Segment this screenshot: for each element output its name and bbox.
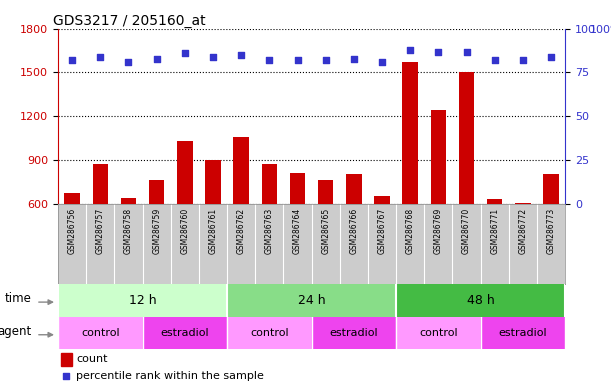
Text: GSM286770: GSM286770 bbox=[462, 208, 471, 254]
Text: control: control bbox=[81, 328, 120, 338]
Bar bbox=[121, 199, 136, 204]
Y-axis label: 100%: 100% bbox=[590, 25, 611, 35]
Text: GSM286761: GSM286761 bbox=[208, 208, 218, 254]
Bar bbox=[227, 317, 312, 349]
Point bbox=[405, 47, 415, 53]
Bar bbox=[543, 174, 559, 204]
Text: GSM286757: GSM286757 bbox=[96, 208, 105, 254]
Point bbox=[236, 52, 246, 58]
Bar bbox=[290, 173, 306, 204]
Point bbox=[67, 57, 77, 63]
Point bbox=[293, 57, 302, 63]
Bar bbox=[375, 195, 390, 204]
Text: GSM286765: GSM286765 bbox=[321, 208, 330, 254]
Bar bbox=[205, 160, 221, 204]
Bar bbox=[481, 317, 565, 349]
Text: GSM286756: GSM286756 bbox=[68, 208, 76, 254]
Bar bbox=[233, 137, 249, 204]
Point bbox=[381, 295, 390, 301]
Text: 24 h: 24 h bbox=[298, 294, 326, 307]
Point bbox=[265, 57, 274, 63]
Bar bbox=[431, 110, 446, 204]
Point bbox=[546, 54, 556, 60]
Text: GSM286768: GSM286768 bbox=[406, 208, 415, 254]
Point bbox=[434, 48, 444, 55]
Text: GSM286764: GSM286764 bbox=[293, 208, 302, 254]
Bar bbox=[177, 141, 192, 204]
Text: time: time bbox=[5, 292, 32, 305]
Point bbox=[518, 57, 528, 63]
Text: GSM286758: GSM286758 bbox=[124, 208, 133, 254]
Point bbox=[208, 54, 218, 60]
Text: estradiol: estradiol bbox=[499, 328, 547, 338]
Bar bbox=[142, 317, 227, 349]
Text: GSM286763: GSM286763 bbox=[265, 208, 274, 254]
Bar bbox=[403, 62, 418, 204]
Text: GSM286767: GSM286767 bbox=[378, 208, 387, 254]
Bar bbox=[396, 284, 565, 317]
Bar bbox=[64, 193, 80, 204]
Bar bbox=[515, 203, 531, 204]
Bar bbox=[60, 353, 71, 366]
Bar bbox=[58, 284, 227, 317]
Text: GSM286759: GSM286759 bbox=[152, 208, 161, 254]
Text: GSM286762: GSM286762 bbox=[236, 208, 246, 254]
Bar bbox=[92, 164, 108, 204]
Point bbox=[462, 48, 472, 55]
Text: GDS3217 / 205160_at: GDS3217 / 205160_at bbox=[53, 14, 205, 28]
Bar bbox=[487, 199, 502, 204]
Bar bbox=[396, 317, 481, 349]
Bar bbox=[227, 284, 396, 317]
Point bbox=[377, 59, 387, 65]
Bar bbox=[459, 73, 474, 204]
Bar bbox=[318, 180, 334, 204]
Point bbox=[123, 59, 133, 65]
Point bbox=[95, 54, 105, 60]
Bar bbox=[346, 174, 362, 204]
Point bbox=[490, 57, 500, 63]
Text: 48 h: 48 h bbox=[467, 294, 494, 307]
Point bbox=[321, 57, 331, 63]
Bar bbox=[262, 164, 277, 204]
Text: percentile rank within the sample: percentile rank within the sample bbox=[76, 371, 264, 381]
Text: GSM286769: GSM286769 bbox=[434, 208, 443, 254]
Bar bbox=[58, 317, 142, 349]
Point bbox=[180, 50, 189, 56]
Text: 12 h: 12 h bbox=[129, 294, 156, 307]
Text: count: count bbox=[76, 354, 108, 364]
Text: GSM286772: GSM286772 bbox=[518, 208, 527, 254]
Text: control: control bbox=[419, 328, 458, 338]
Text: control: control bbox=[250, 328, 288, 338]
Text: estradiol: estradiol bbox=[161, 328, 209, 338]
Text: estradiol: estradiol bbox=[329, 328, 378, 338]
Point bbox=[349, 55, 359, 61]
Text: GSM286773: GSM286773 bbox=[547, 208, 555, 254]
Text: agent: agent bbox=[0, 325, 32, 338]
Text: GSM286760: GSM286760 bbox=[180, 208, 189, 254]
Bar bbox=[312, 317, 396, 349]
Text: GSM286771: GSM286771 bbox=[490, 208, 499, 254]
Bar bbox=[149, 180, 164, 204]
Text: GSM286766: GSM286766 bbox=[349, 208, 359, 254]
Point bbox=[152, 55, 161, 61]
